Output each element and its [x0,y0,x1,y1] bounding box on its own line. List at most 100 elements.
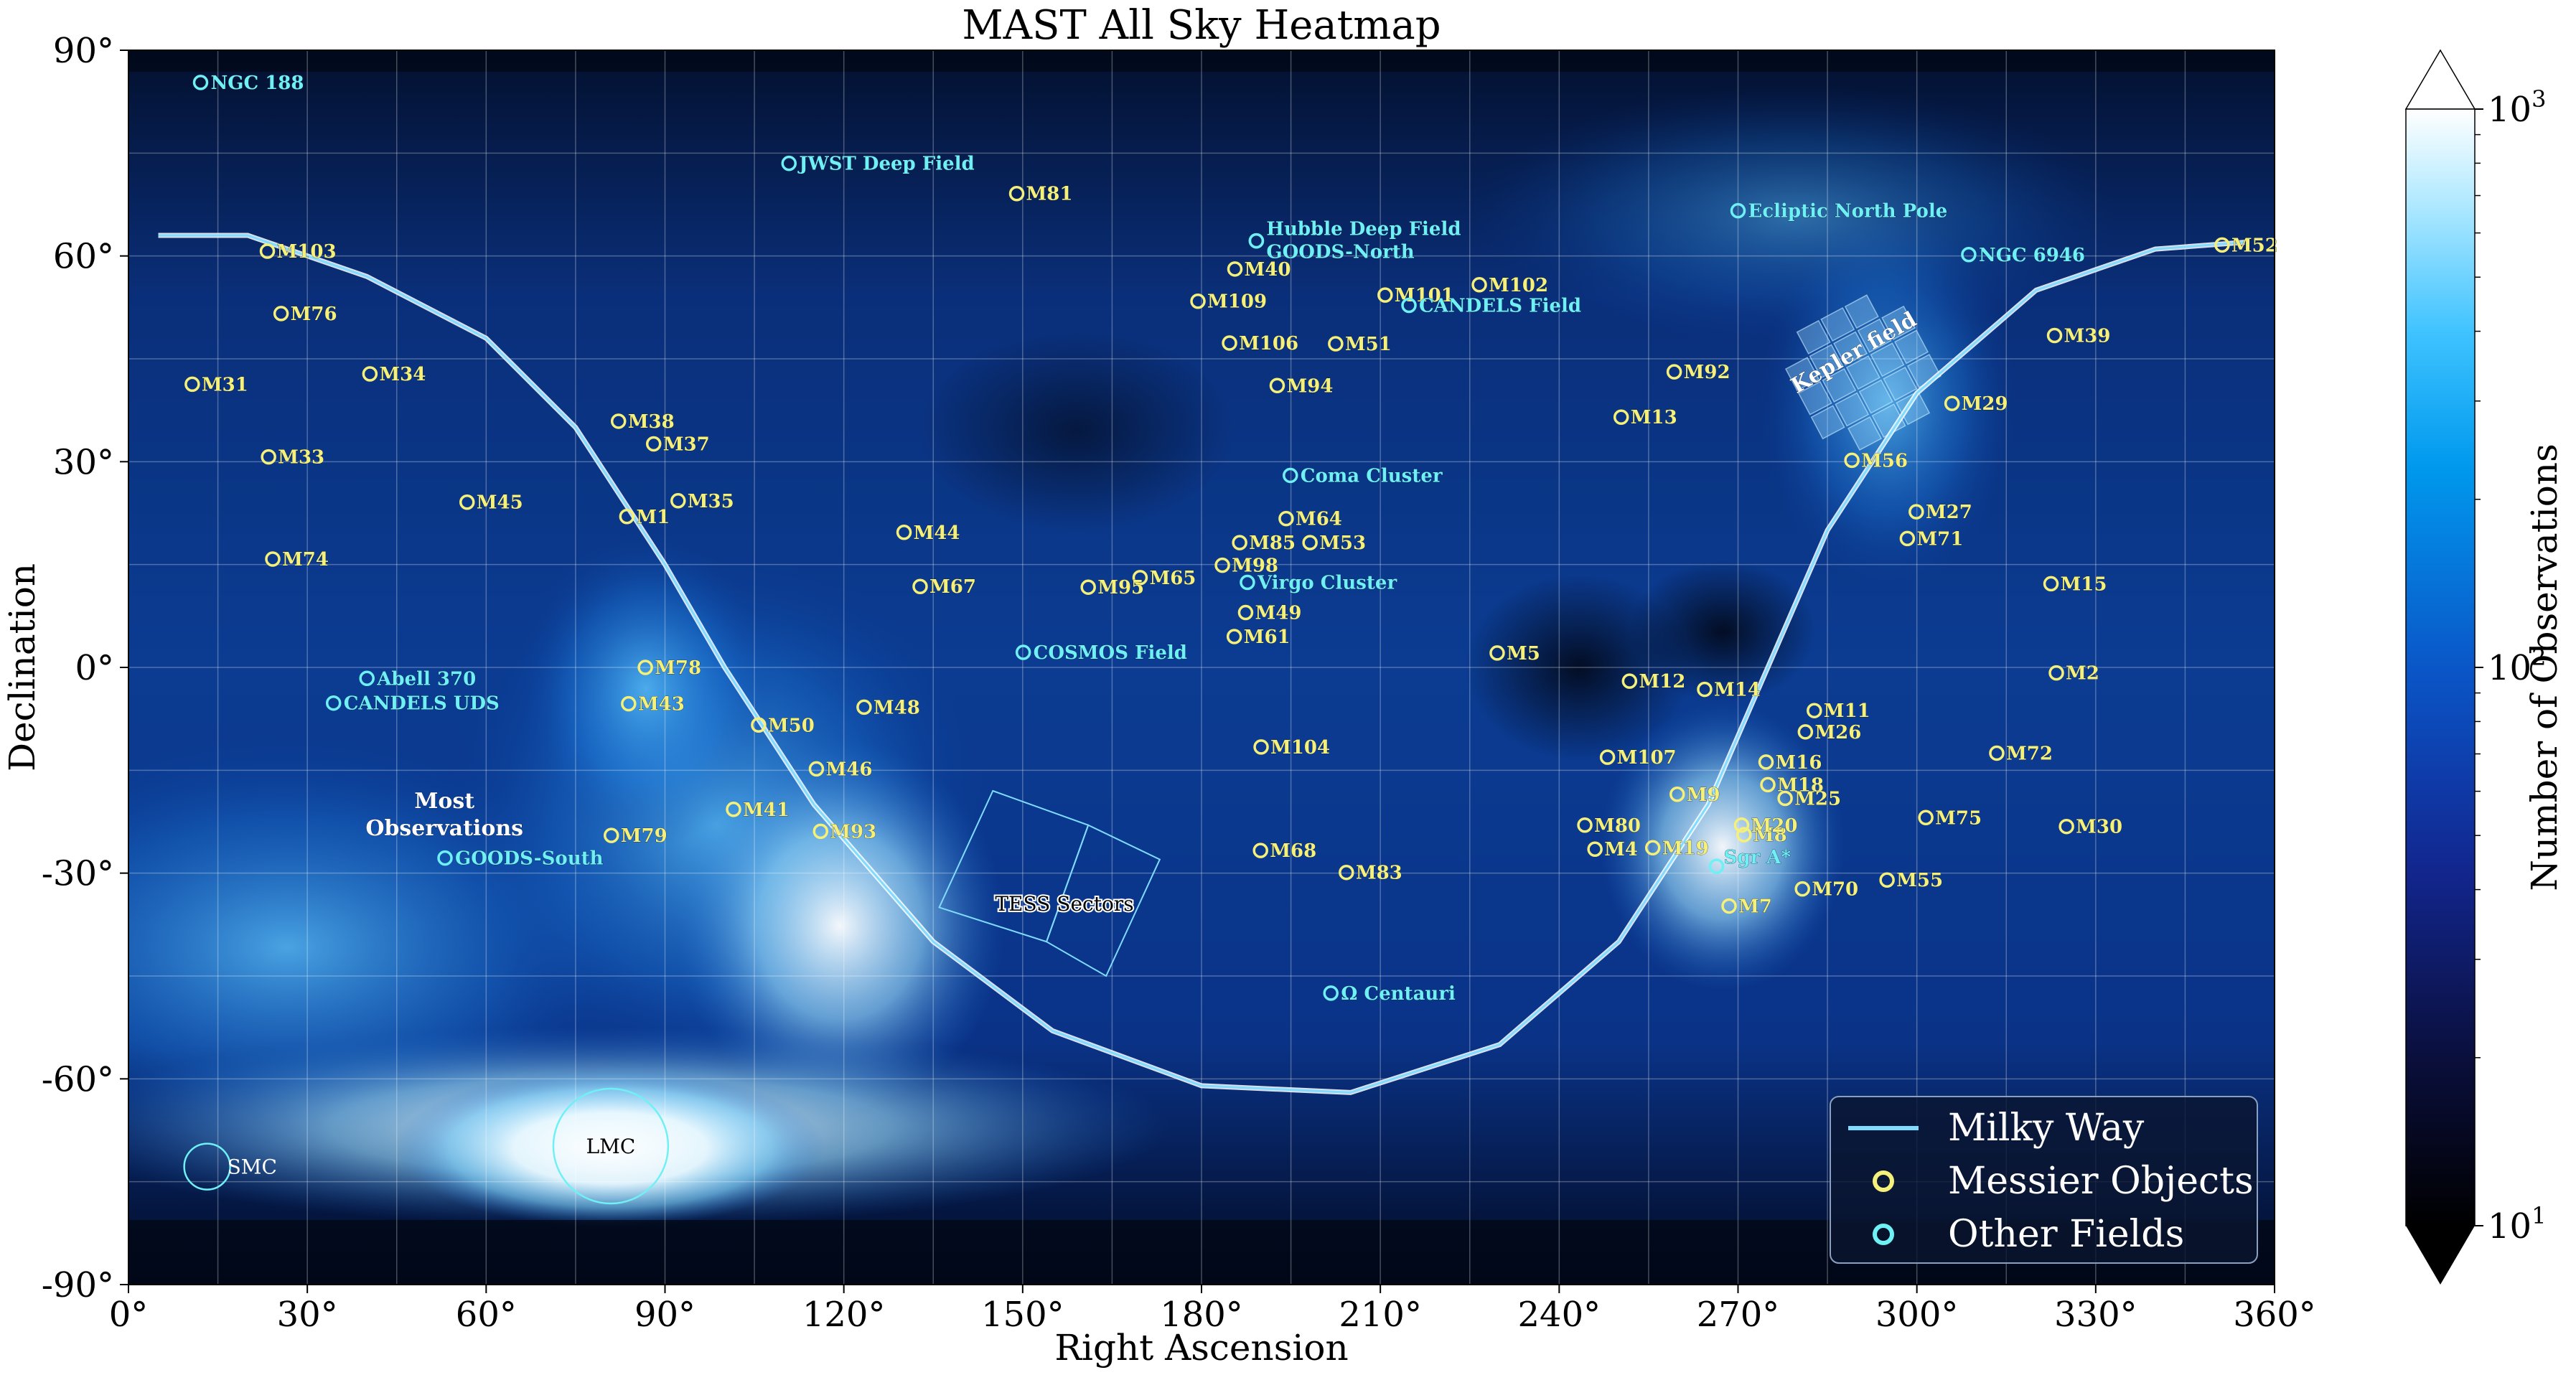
messier-label: M64 [1296,509,1342,530]
kepler-module [1820,307,1855,342]
messier-label: M39 [2064,326,2111,347]
field-label: Abell 370 [376,668,476,690]
kepler-modules [1784,294,1942,451]
messier-marker [1908,504,1924,520]
messier-label: M49 [1255,603,1301,624]
messier-label: M41 [743,799,790,821]
kepler-module [1833,331,1868,366]
annotation-text: Observations [365,816,523,841]
field-label: JWST Deep Field [797,154,974,175]
messier-marker [184,376,200,393]
messier-marker [1918,809,1934,826]
messier-label: M109 [1207,291,1267,313]
messier-label: M65 [1149,568,1196,589]
messier-label: M75 [1935,807,1982,829]
field-label: Ecliptic North Pole [1748,201,1948,222]
messier-label: M74 [282,549,329,571]
messier-label: M102 [1489,275,1548,296]
messier-label: M31 [202,374,248,395]
messier-marker [1252,843,1268,858]
messier-marker [856,699,872,715]
chart-title: MAST All Sky Heatmap [962,2,1441,49]
messier-marker [1008,185,1025,202]
tess-sector-outline [1045,824,1161,977]
messier-marker [1879,872,1895,888]
messier-marker [259,243,276,259]
messier-marker [1471,277,1487,293]
x-tick-label: 30° [277,1295,338,1335]
kepler-module [1857,318,1892,353]
messier-marker [1232,535,1247,550]
messier-marker [1989,745,2005,761]
messier-marker [1794,881,1810,897]
messier-marker [1944,395,1960,411]
messier-label: M48 [874,697,920,718]
messier-label: M45 [477,492,523,514]
messier-label: M95 [1097,577,1144,599]
messier-marker [362,366,378,382]
messier-label: M40 [1245,259,1291,281]
y-axis-label: Declination [1,563,43,771]
messier-label: M34 [379,364,426,385]
messier-label: M103 [277,241,337,263]
messier-marker [912,578,928,594]
messier-marker [2046,327,2063,344]
field-label: CANDELS Field [1419,295,1581,316]
messier-marker [604,827,619,843]
kepler-field-grid [1784,294,1942,451]
field-label: NGC 6946 [1979,245,2085,266]
x-tick-label: 150° [981,1295,1064,1335]
messier-label: M50 [768,715,815,736]
messier-label: M81 [1026,184,1073,205]
messier-marker [1328,336,1344,352]
kepler-module [1883,366,1918,401]
messier-marker [1666,364,1682,380]
y-tick-label: 90° [53,31,114,71]
messier-marker [670,493,686,509]
messier-marker [645,436,662,452]
y-tick-label: -60° [42,1059,114,1099]
messier-marker [265,551,281,567]
messier-marker [1844,452,1860,469]
messier-marker [1736,827,1752,843]
y-tick-label: -90° [42,1265,114,1305]
messier-markers: M1M2M4M5M7M8M9M11M12M13M14M15M16M18M19M2… [184,183,2278,918]
kepler-module [1822,367,1857,403]
messier-marker [1644,840,1661,856]
messier-marker [261,449,276,465]
colorbar-tick-base: 10 [2488,1206,2531,1247]
messier-marker [459,494,475,510]
messier-label: M11 [1824,700,1870,722]
messier-label: M70 [1812,879,1858,901]
kepler-module [1835,392,1870,427]
messier-label: M5 [1507,643,1540,665]
messier-marker [751,717,767,733]
messier-marker [2059,818,2074,835]
x-axis-ticks: 0° 30° 60° 90° 120° 150° 180° 210° 240° 270° 300° 3… [109,1285,2316,1335]
messier-marker [619,509,635,525]
messier-marker [1807,703,1822,718]
messier-marker [1669,787,1685,802]
milky-way-line-core [158,234,2245,1094]
field-marker [325,695,342,711]
messier-label: M104 [1270,737,1330,759]
y-tick-label: 30° [53,442,114,482]
messier-label: M93 [830,821,876,843]
messier-marker [1621,673,1638,689]
y-axis-ticks: 90° 60° 30° 0° -30° -60° -90° [42,31,128,1305]
colorbar-bottom-extend [2406,1226,2475,1285]
colorbar-tick-label: 101 [2488,1202,2546,1247]
kepler-module [1870,342,1905,377]
messier-label: M85 [1249,532,1296,554]
x-tick-label: 300° [1875,1295,1959,1335]
field-marker [1323,985,1339,1001]
legend-messier-swatch [1873,1170,1894,1192]
messier-marker [1899,530,1916,547]
messier-label: M106 [1239,333,1298,355]
messier-label: M25 [1794,789,1841,810]
messier-marker [610,413,627,429]
messier-label: M56 [1861,450,1908,471]
field-label: Hubble Deep Field [1266,219,1461,240]
field-label: LMC [586,1135,636,1158]
